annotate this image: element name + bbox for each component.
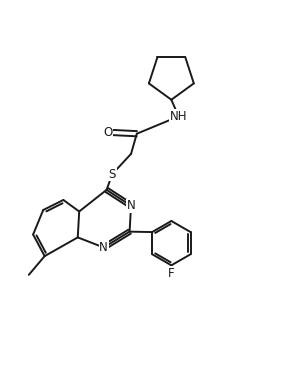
Text: N: N [99, 241, 108, 254]
Text: F: F [168, 267, 175, 280]
Text: NH: NH [170, 110, 187, 123]
Text: N: N [127, 199, 135, 212]
Text: S: S [109, 168, 116, 181]
Text: O: O [103, 126, 113, 139]
